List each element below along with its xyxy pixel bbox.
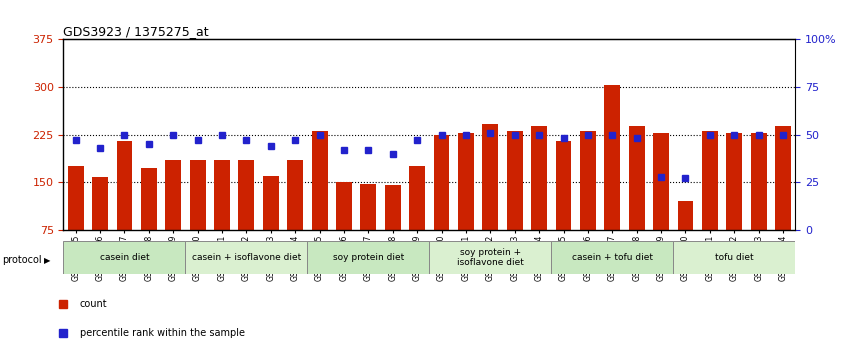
Bar [288,160,303,230]
Bar [336,182,352,230]
Text: casein + isoflavone diet: casein + isoflavone diet [192,253,301,262]
FancyBboxPatch shape [63,241,185,274]
Bar [190,160,206,230]
Bar [580,131,596,230]
Bar [653,133,669,230]
Text: ▶: ▶ [44,256,51,265]
Bar [165,160,181,230]
Bar [385,185,401,230]
Text: tofu diet: tofu diet [715,253,754,262]
Bar [727,133,742,230]
Text: casein + tofu diet: casein + tofu diet [572,253,653,262]
Text: count: count [80,299,107,309]
Bar [68,166,84,230]
Text: soy protein diet: soy protein diet [332,253,404,262]
Bar [482,124,498,230]
Bar [507,131,523,230]
Bar [702,131,717,230]
Text: soy protein +
isoflavone diet: soy protein + isoflavone diet [457,248,524,267]
FancyBboxPatch shape [307,241,429,274]
Bar [678,201,694,230]
Bar [92,177,108,230]
Bar [750,133,766,230]
FancyBboxPatch shape [185,241,307,274]
FancyBboxPatch shape [429,241,552,274]
Bar [604,85,620,230]
Text: casein diet: casein diet [100,253,149,262]
Bar [458,133,474,230]
Bar [263,176,278,230]
Bar [214,160,230,230]
Bar [556,141,571,230]
Bar [117,141,132,230]
Text: percentile rank within the sample: percentile rank within the sample [80,328,244,338]
Bar [434,135,449,230]
Bar [531,126,547,230]
Bar [311,131,327,230]
Bar [409,166,425,230]
Text: protocol: protocol [2,255,41,265]
Bar [775,126,791,230]
Bar [360,184,376,230]
Bar [141,168,157,230]
FancyBboxPatch shape [552,241,673,274]
Bar [239,160,255,230]
FancyBboxPatch shape [673,241,795,274]
Bar [629,126,645,230]
Text: GDS3923 / 1375275_at: GDS3923 / 1375275_at [63,25,209,38]
